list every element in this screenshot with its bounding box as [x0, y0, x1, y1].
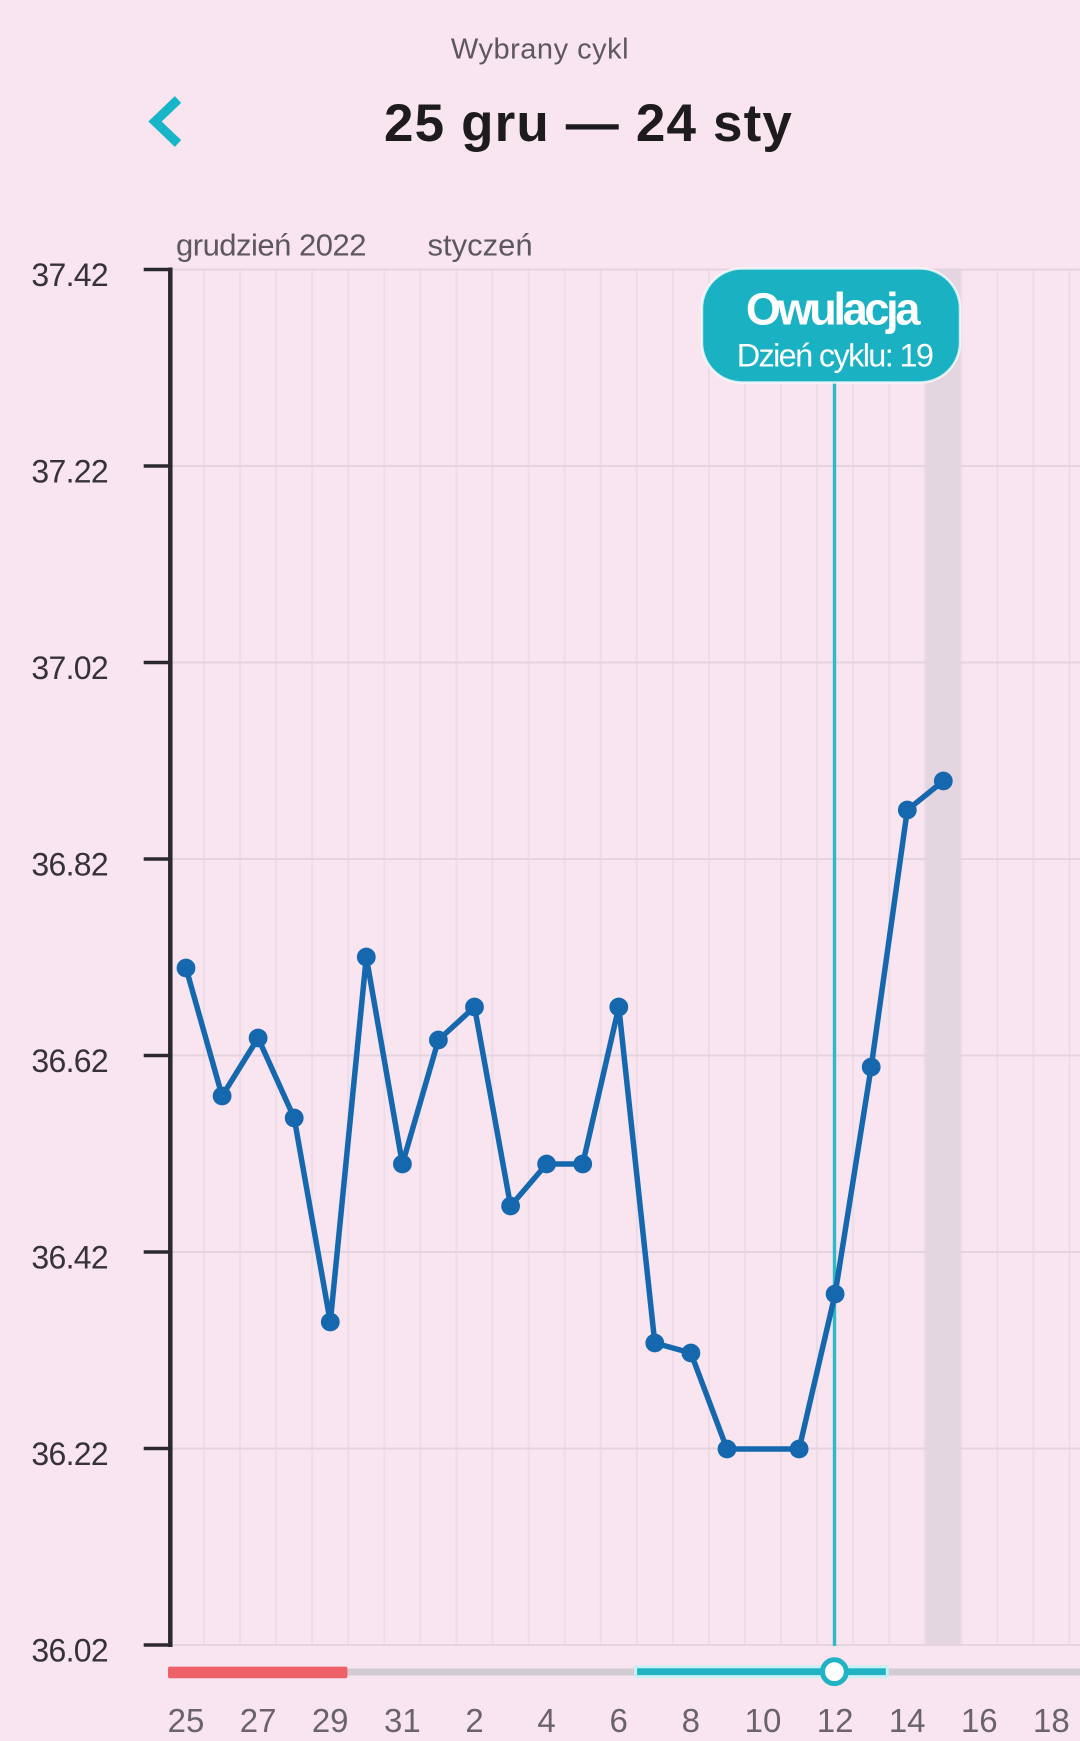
svg-text:27: 27: [240, 1702, 277, 1739]
svg-text:36.22: 36.22: [31, 1436, 108, 1472]
svg-text:2: 2: [465, 1702, 483, 1739]
svg-text:styczeń: styczeń: [428, 228, 533, 263]
svg-text:14: 14: [889, 1702, 926, 1739]
svg-text:Owulacja: Owulacja: [746, 284, 921, 335]
svg-text:16: 16: [961, 1702, 998, 1739]
svg-text:Dzień cyklu: 19: Dzień cyklu: 19: [737, 337, 933, 373]
svg-text:37.42: 37.42: [31, 257, 108, 293]
svg-text:29: 29: [312, 1702, 349, 1739]
svg-text:36.02: 36.02: [31, 1633, 108, 1669]
svg-text:25 gru — 24 sty: 25 gru — 24 sty: [384, 94, 793, 153]
svg-text:10: 10: [745, 1702, 782, 1739]
svg-text:36.62: 36.62: [31, 1043, 108, 1079]
svg-text:grudzień 2022: grudzień 2022: [176, 228, 366, 263]
svg-text:4: 4: [537, 1702, 555, 1739]
svg-text:37.22: 37.22: [31, 454, 108, 490]
svg-text:12: 12: [817, 1702, 854, 1739]
svg-text:18: 18: [1033, 1702, 1070, 1739]
svg-text:36.42: 36.42: [31, 1240, 108, 1276]
svg-text:6: 6: [610, 1702, 628, 1739]
svg-text:31: 31: [384, 1702, 421, 1739]
svg-text:8: 8: [682, 1702, 700, 1739]
svg-text:36.82: 36.82: [31, 847, 108, 883]
svg-text:37.02: 37.02: [31, 650, 108, 686]
svg-text:25: 25: [168, 1702, 205, 1739]
svg-text:Wybrany cykl: Wybrany cykl: [451, 34, 629, 66]
